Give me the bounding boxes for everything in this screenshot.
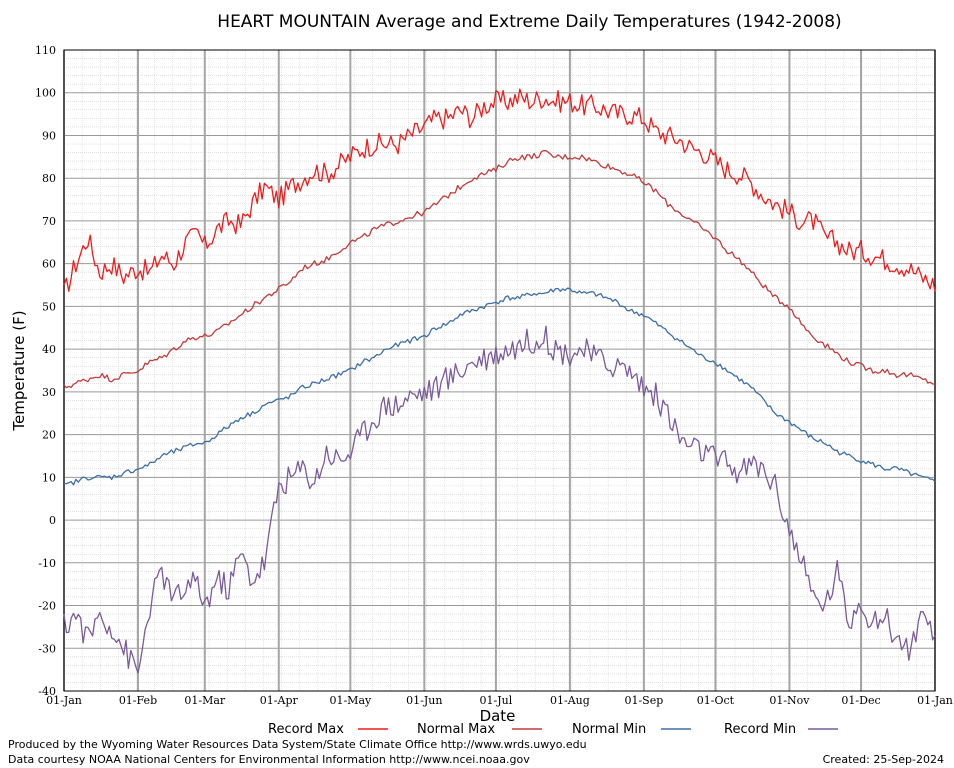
legend-label: Normal Min xyxy=(572,722,646,737)
created-date: Created: 25-Sep-2024 xyxy=(822,753,944,766)
chart-title: HEART MOUNTAIN Average and Extreme Daily… xyxy=(217,12,841,32)
x-tick-label: 01-Nov xyxy=(769,694,810,707)
y-tick-label: 10 xyxy=(42,471,56,484)
y-tick-label: 110 xyxy=(35,44,56,57)
y-tick-label: 30 xyxy=(42,386,56,399)
series-record-max xyxy=(63,88,936,292)
series-normal-min xyxy=(64,287,936,486)
legend-label: Record Min xyxy=(724,722,796,737)
x-tick-label: 01-Jan xyxy=(46,694,82,707)
y-tick-label: 40 xyxy=(42,343,56,356)
series-line xyxy=(63,88,936,292)
x-tick-label: 01-Apr xyxy=(260,694,299,707)
x-tick-label: 01-Feb xyxy=(119,694,157,707)
produced-by-credit: Produced by the Wyoming Water Resources … xyxy=(8,738,587,751)
x-tick-label: 01-May xyxy=(329,694,372,707)
plot-frame xyxy=(63,49,936,692)
series-line xyxy=(63,325,936,674)
series-line xyxy=(64,287,936,486)
y-tick-label: -10 xyxy=(38,557,56,570)
x-tick-label: 01-Oct xyxy=(697,694,735,707)
series-line xyxy=(63,149,936,389)
x-tick-label: 01-Jan xyxy=(917,694,953,707)
x-axis-label: Date xyxy=(480,707,516,725)
series-record-min xyxy=(63,325,936,674)
x-tick-label: 01-Jun xyxy=(406,694,442,707)
data-courtesy-credit: Data courtesy NOAA National Centers for … xyxy=(8,753,530,766)
x-tick-label: 01-Sep xyxy=(624,694,663,707)
y-tick-label: 90 xyxy=(42,129,56,142)
series-normal-max xyxy=(63,149,936,389)
legend-label: Record Max xyxy=(268,722,344,737)
legend-label: Normal Max xyxy=(417,722,495,737)
legend: Record Max Normal Max Normal Min Record Min xyxy=(268,722,838,737)
x-tick-label: 01-Mar xyxy=(184,694,226,707)
y-axis-label: Temperature (F) xyxy=(10,310,28,431)
x-tick-label: 01-Aug xyxy=(550,694,590,707)
y-tick-label: 60 xyxy=(42,258,56,271)
x-tick-label: 01-Jul xyxy=(480,694,513,707)
y-tick-label: 70 xyxy=(42,215,56,228)
y-tick-label: -40 xyxy=(38,685,56,698)
y-tick-label: 0 xyxy=(49,514,56,527)
y-tick-label: 20 xyxy=(42,429,56,442)
y-tick-label: 50 xyxy=(42,300,56,313)
y-tick-label: 100 xyxy=(35,87,56,100)
x-tick-label: 01-Dec xyxy=(841,694,880,707)
y-tick-label: -30 xyxy=(38,642,56,655)
y-tick-label: 80 xyxy=(42,172,56,185)
y-tick-label: -20 xyxy=(38,600,56,613)
